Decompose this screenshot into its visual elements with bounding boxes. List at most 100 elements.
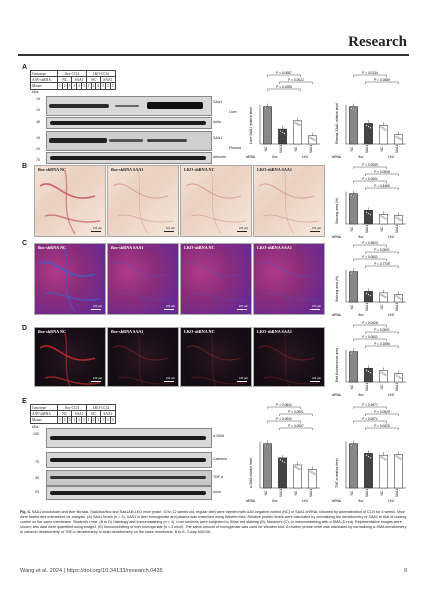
data-point (313, 139, 316, 142)
x-group-label: LKO (302, 499, 309, 503)
blot-calnexin (46, 452, 212, 468)
tissue-texture (185, 248, 247, 313)
scale-bar-label: 100 μm (92, 376, 102, 380)
blot-saa1-plasma (46, 131, 212, 151)
data-point (380, 215, 383, 218)
significance-bracket (279, 81, 313, 84)
scale-bar-label: 100 μm (238, 304, 248, 308)
micrograph-tile: LKO-shRNA SAA1 100 μm (253, 165, 325, 237)
data-point (397, 136, 400, 139)
p-value-label: P = 0.9977 (362, 403, 378, 407)
x-tick-label: NC (264, 146, 268, 151)
data-point (382, 372, 385, 375)
data-point (352, 445, 355, 448)
bar (349, 443, 358, 489)
data-point (399, 457, 402, 460)
panel-e-letter: E (22, 398, 27, 405)
data-point (354, 197, 357, 199)
panel-c-chart: Staining area (%) NC SAA1 NC SAA1 siRNA flox LK… (332, 241, 406, 317)
data-point (281, 131, 284, 134)
y-axis-label: Liver SAA1 relative level (249, 107, 253, 144)
tile-label: flox-shRNA NC (38, 329, 67, 334)
data-point (354, 275, 357, 277)
x-group-label: flox (359, 393, 364, 397)
data-point (399, 297, 402, 300)
mouse-number: 3 (109, 416, 116, 424)
panel-b-images: flox-shRNA NC 100 μm flox-shRNA SAA1 100 μm… (34, 165, 325, 237)
data-point (380, 371, 383, 374)
blot-label: SAA1 (213, 136, 223, 140)
x-tick-label: NC (380, 226, 384, 231)
scale-bar-label: 100 μm (92, 226, 102, 230)
bar (364, 453, 373, 489)
significance-bracket (353, 244, 387, 247)
significance-bracket (353, 406, 387, 409)
tissue-texture (185, 332, 247, 386)
data-point (397, 296, 400, 299)
data-point (352, 353, 355, 356)
x-tick-label: SAA1 (309, 489, 313, 497)
bar (364, 210, 373, 225)
bar (349, 193, 358, 225)
p-value-label: P = 0.0134 (362, 71, 378, 75)
panel-c-images: flox-shRNA NC 100 μm flox-shRNA SAA1 100 μm… (34, 243, 325, 315)
y-axis-label: TNF-α relative level (335, 458, 339, 488)
bar (379, 454, 388, 489)
data-point (298, 468, 301, 471)
significance-bracket (353, 258, 387, 261)
data-point (365, 369, 368, 372)
bar (394, 373, 403, 383)
micrograph-tile: LKO-shRNA SAA1 100 μm (253, 327, 325, 387)
x-tick-label: SAA1 (395, 383, 399, 391)
scale-bar-label: 100 μm (165, 376, 175, 380)
x-row-label: siRNA (332, 393, 342, 397)
data-point (309, 136, 312, 139)
y-axis-label: Red fluorescence area (335, 348, 339, 382)
tissue-texture (112, 332, 174, 386)
p-value-label: P = 0.1085 (276, 85, 292, 89)
x-tick-label: SAA1 (365, 303, 369, 311)
scale-bar (164, 309, 174, 310)
bar (293, 464, 302, 489)
p-value-label: P = 0.0042 (276, 417, 292, 421)
kda-mark: 25 (35, 490, 39, 494)
kda-mark: 15 (36, 97, 40, 101)
x-group-label: LKO (388, 499, 395, 503)
footer-citation: Wang et al. 2024 | https://doi.org/10.34… (20, 568, 163, 574)
panel-b-letter: B (22, 163, 28, 170)
y-axis-label: Plasma SAA1 relative level (335, 103, 339, 144)
data-point (369, 456, 372, 459)
significance-bracket (279, 427, 313, 430)
data-point (399, 218, 402, 221)
data-point (365, 292, 368, 295)
p-value-label: P = 0.4465 (374, 184, 390, 188)
micrograph-tile: LKO-shRNA NC 100 μm (180, 327, 252, 387)
scale-bar (310, 231, 320, 232)
micrograph-tile: flox-shRNA SAA1 100 μm (107, 165, 179, 237)
x-tick-label: NC (380, 304, 384, 309)
p-value-label: P = 0.5003 (362, 241, 378, 245)
blot-asma (46, 428, 212, 448)
data-point (281, 460, 284, 463)
tissue-texture (185, 170, 247, 235)
tissue-texture (112, 248, 174, 313)
data-point (350, 352, 353, 355)
panel-d-chart: Red fluorescence area NC SAA1 NC SAA1 siRNA fl… (332, 321, 406, 397)
scale-bar (310, 381, 320, 382)
kda-mark: 35 (35, 476, 39, 480)
significance-bracket (267, 420, 301, 423)
data-point (369, 213, 372, 216)
scale-bar-label: 100 μm (311, 304, 321, 308)
data-point (294, 466, 297, 468)
p-value-label: P = 0.0022 (288, 78, 304, 82)
data-point (350, 107, 353, 110)
x-row-label: siRNA (332, 235, 342, 239)
bar (263, 106, 272, 145)
blot-tnfa (46, 470, 212, 486)
data-point (268, 447, 271, 450)
tissue-texture (258, 332, 320, 386)
micrograph-tile: flox-shRNA SAA1 100 μm (107, 243, 179, 315)
scale-bar (91, 231, 101, 232)
p-value-label: P = 0.0001 (374, 248, 390, 252)
tile-label: flox-shRNA SAA1 (111, 329, 144, 334)
